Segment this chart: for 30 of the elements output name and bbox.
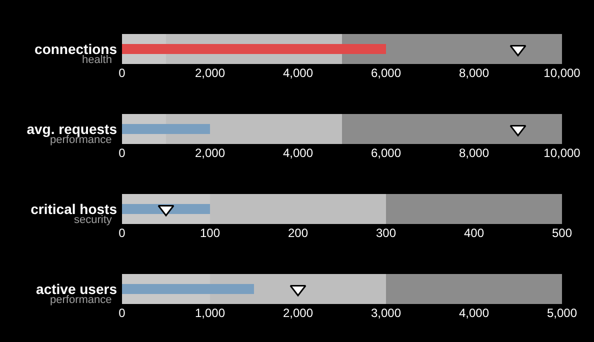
x-tick-label: 100 (200, 226, 220, 240)
x-tick-label: 4,000 (282, 66, 314, 80)
x-tick-label: 0 (118, 146, 126, 160)
x-tick-label: 2,000 (194, 146, 226, 160)
x-tick-label: 2,000 (194, 66, 226, 80)
text: performance (50, 294, 112, 306)
x-tick-label: 10,000 (544, 146, 581, 160)
x-tick-label: 0 (118, 226, 126, 240)
x-tick-label: 4,000 (458, 306, 490, 320)
text: health (82, 54, 112, 66)
x-tick-label: 10,000 (544, 66, 581, 80)
y-tick-label: avg. requests (26, 120, 118, 137)
x-tick-label: 500 (552, 226, 572, 240)
x-tick-label: 400 (464, 226, 484, 240)
x-tick-label: 200 (288, 226, 308, 240)
x-tick-label: 1,000 (194, 306, 226, 320)
x-tick-label: 5,000 (546, 306, 578, 320)
x-tick-label: 0 (118, 306, 126, 320)
text: performance (50, 134, 112, 146)
x-tick-label: 0 (118, 66, 126, 80)
text: security (74, 214, 112, 226)
y-tick-label: critical hosts (30, 200, 118, 217)
x-tick-label: 6,000 (370, 66, 402, 80)
x-tick-label: 2,000 (282, 306, 314, 320)
x-tick-label: 4,000 (282, 146, 314, 160)
x-tick-label: 8,000 (458, 146, 490, 160)
x-tick-label: 300 (376, 226, 396, 240)
x-tick-label: 8,000 (458, 66, 490, 80)
x-tick-label: 6,000 (370, 146, 402, 160)
x-tick-label: 3,000 (370, 306, 402, 320)
